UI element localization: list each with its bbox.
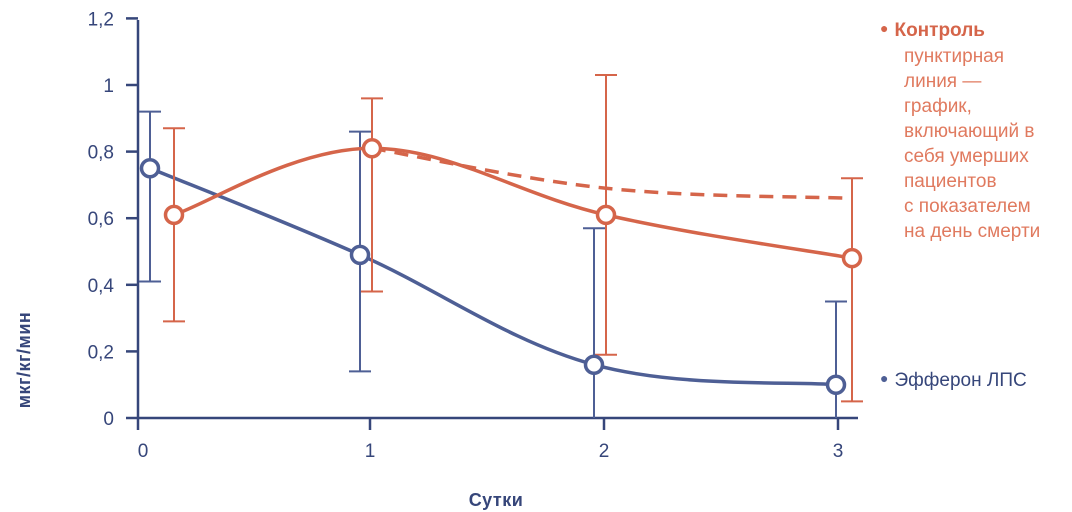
series-line-control-dashed <box>371 146 849 200</box>
x-tick-label: 3 <box>833 441 844 462</box>
legend-efferon: ● Эфферон ЛПС <box>880 370 1027 392</box>
data-point-control <box>841 247 863 269</box>
y-tick-label: 1,2 <box>88 9 114 30</box>
x-tick-label: 1 <box>365 441 376 462</box>
legend-control: ● Контроль пунктирная линия — график, вкл… <box>880 20 1070 244</box>
y-tick-label: 0,8 <box>88 143 114 164</box>
y-axis-label: мкг/кг/мин <box>14 312 34 409</box>
x-tick-label: 2 <box>599 441 610 462</box>
plot-area <box>139 74 863 418</box>
y-tick-label: 1 <box>103 76 114 97</box>
data-point-efferon <box>139 158 161 179</box>
data-point-control <box>595 204 617 226</box>
x-tick-label: 0 <box>138 441 149 462</box>
x-axis-label: Сутки <box>469 490 524 510</box>
legend-label-control: Контроль <box>894 20 985 41</box>
data-point-efferon <box>825 374 847 395</box>
y-tick-label: 0 <box>103 409 114 430</box>
series-line-efferon <box>148 166 838 387</box>
y-tick-label: 0,4 <box>88 276 115 297</box>
data-point-control <box>361 138 383 159</box>
series-line-control <box>172 146 854 260</box>
y-tick-label: 0,6 <box>88 209 114 230</box>
legend-dot-efferon: ● <box>880 370 889 386</box>
axes: 0 0,2 0,4 0,6 0,8 1 1,2 0 1 2 3 <box>88 9 858 462</box>
data-point-efferon <box>583 354 605 375</box>
legend-dot-control: ● <box>880 20 889 36</box>
data-point-control <box>163 204 185 226</box>
legend-note-dashed-line: пунктирная линия — график, включающий в … <box>904 46 1041 242</box>
y-tick-label: 0,2 <box>88 342 114 363</box>
legend-label-efferon: Эфферон ЛПС <box>894 370 1027 391</box>
data-point-efferon <box>349 244 371 266</box>
